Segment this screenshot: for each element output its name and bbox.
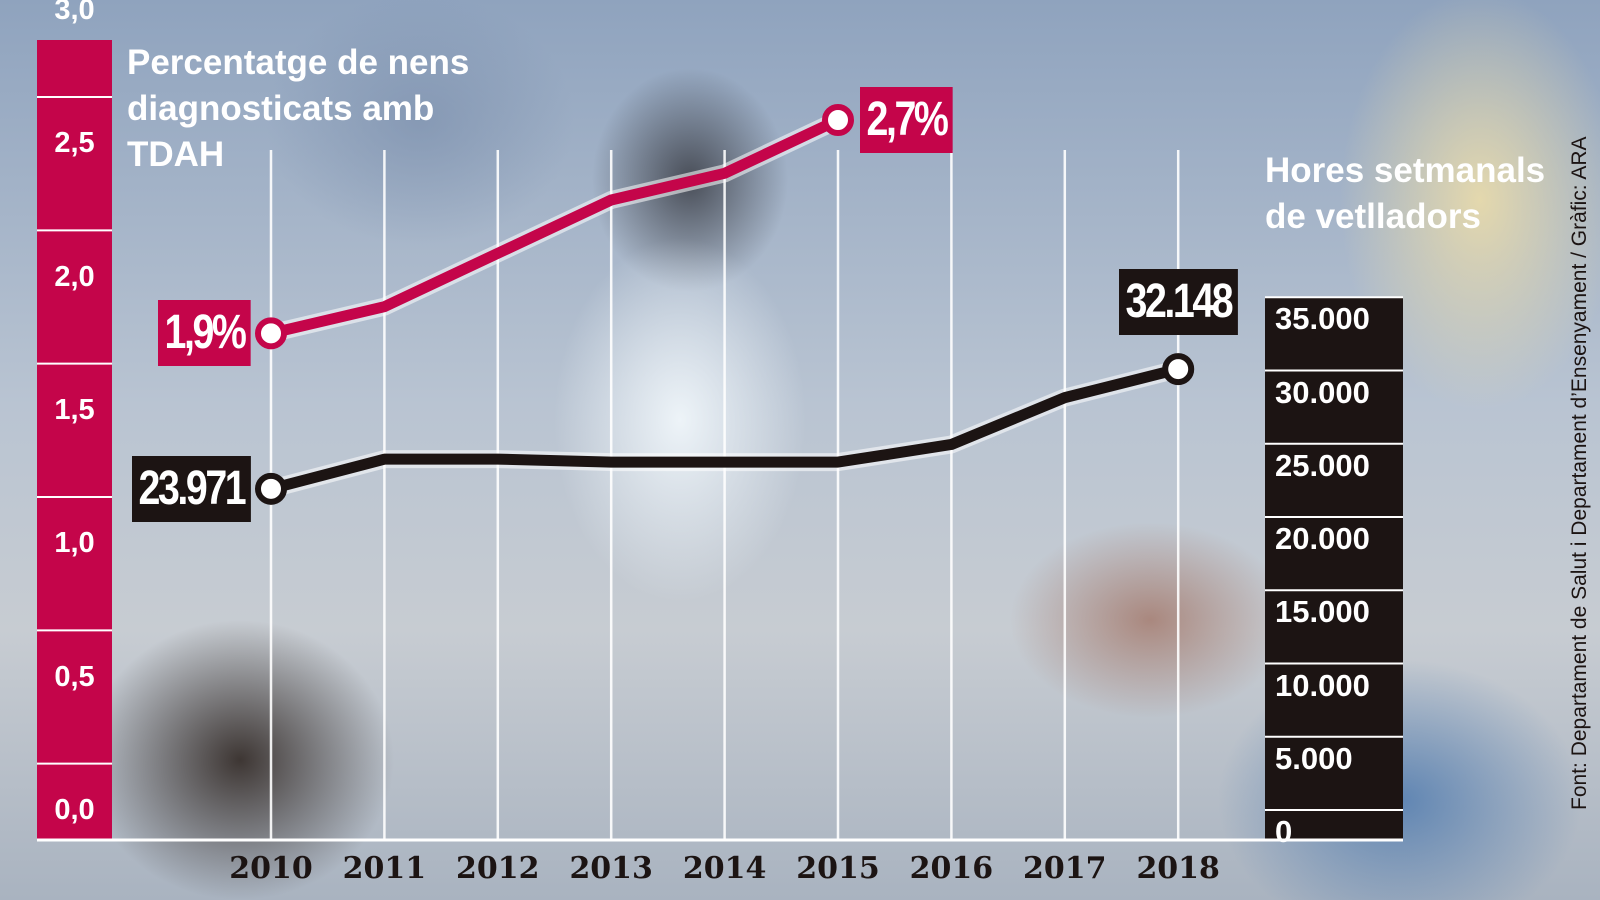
x-tick-label: 2012 bbox=[456, 851, 540, 886]
value-callout: 2,7% bbox=[860, 87, 953, 153]
value-callout: 32.148 bbox=[1118, 269, 1238, 336]
x-tick-label: 2014 bbox=[682, 851, 767, 886]
right-tick-label: 30.000 bbox=[1275, 374, 1370, 410]
value-callout: 23.971 bbox=[132, 455, 251, 522]
data-point-marker bbox=[1162, 353, 1195, 386]
x-tick-label: 2013 bbox=[569, 851, 653, 886]
series-line-1 bbox=[269, 363, 1180, 495]
data-point-marker bbox=[255, 317, 287, 350]
right-tick-label: 10.000 bbox=[1275, 667, 1370, 703]
right-axis-title: Hores setmanals de vetlladors bbox=[1265, 151, 1546, 236]
left-tick-label: 2,0 bbox=[54, 260, 95, 293]
left-tick-label: 1,5 bbox=[54, 394, 95, 426]
left-tick-label: 3,0 bbox=[54, 0, 95, 26]
right-tick-label: 25.000 bbox=[1275, 447, 1370, 483]
left-tick-label: 0,0 bbox=[54, 794, 95, 826]
left-tick-label: 0,5 bbox=[54, 660, 95, 693]
right-tick-label: 15.000 bbox=[1275, 594, 1370, 630]
right-tick-label: 35.000 bbox=[1275, 301, 1370, 337]
x-tick-label: 2018 bbox=[1136, 851, 1220, 886]
right-axis-band bbox=[1265, 298, 1403, 840]
series-line-0 bbox=[269, 115, 841, 339]
data-point-marker bbox=[255, 472, 287, 505]
x-tick-label: 2010 bbox=[229, 851, 313, 886]
x-tick-label: 2011 bbox=[342, 851, 427, 886]
left-tick-label: 1,0 bbox=[54, 527, 95, 560]
right-tick-label: 5.000 bbox=[1275, 740, 1353, 776]
left-axis-band bbox=[37, 40, 112, 840]
right-tick-label: 20.000 bbox=[1275, 521, 1370, 557]
left-axis-title: Percentatge de nens diagnosticats amb TD… bbox=[127, 43, 470, 174]
right-tick-label: 0 bbox=[1275, 814, 1293, 849]
x-tick-label: 2015 bbox=[796, 851, 880, 886]
left-tick-label: 2,5 bbox=[54, 127, 95, 160]
x-tick-label: 2017 bbox=[1023, 851, 1107, 886]
data-point-marker bbox=[822, 104, 854, 136]
x-tick-label: 2016 bbox=[909, 851, 994, 886]
value-callout: 1,9% bbox=[158, 300, 251, 367]
